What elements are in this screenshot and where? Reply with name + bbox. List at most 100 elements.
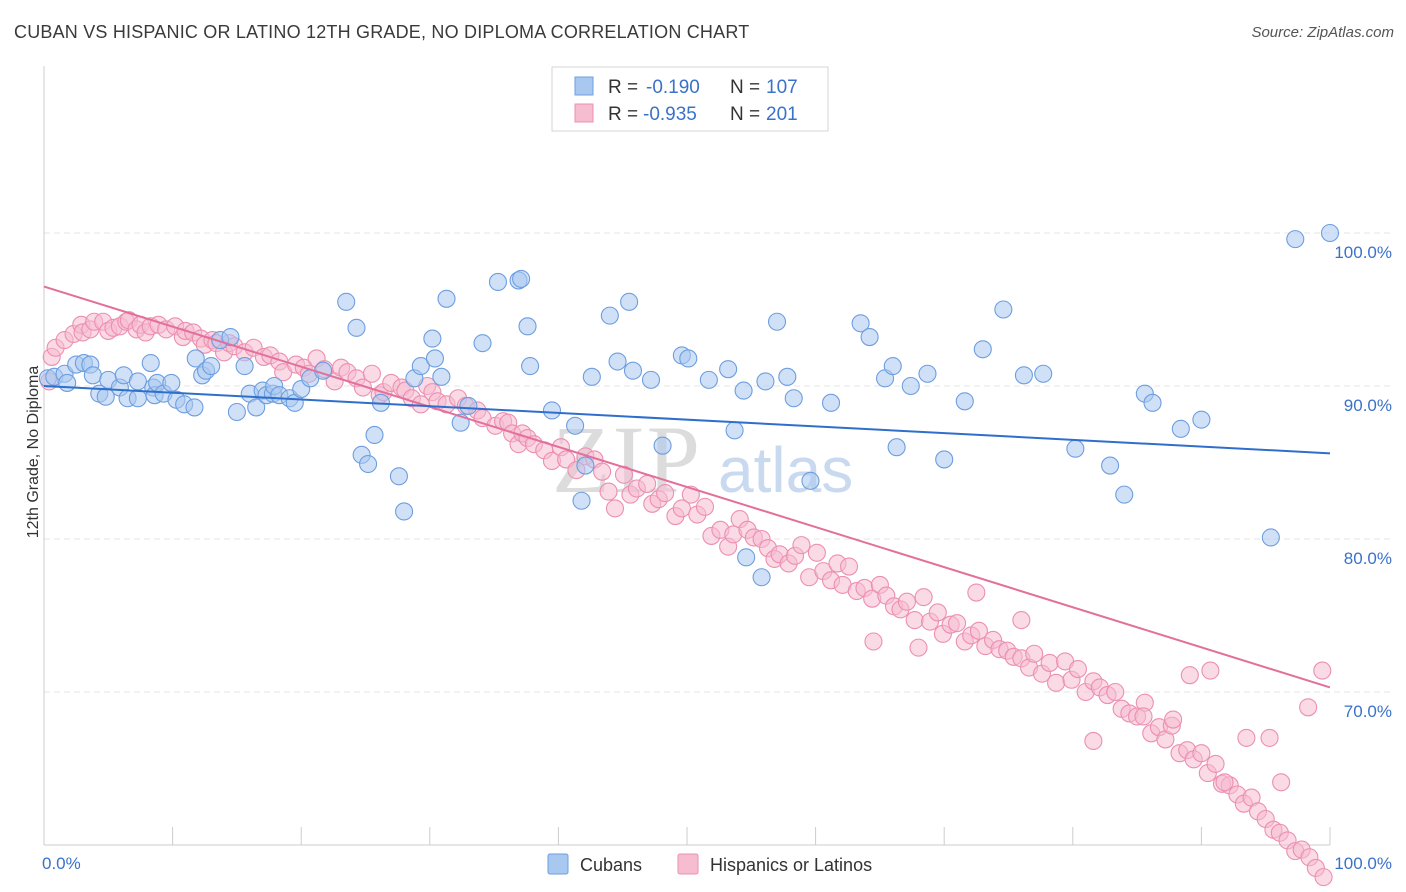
hispanic-point [905,611,924,630]
hispanic-point [1206,754,1225,773]
x-tick-min: 0.0% [42,854,81,873]
cuban-point [389,467,408,486]
cuban-point [641,370,661,389]
cuban-point [572,491,591,510]
cuban-trend-line [43,385,1331,455]
hispanic-point [1164,710,1183,729]
cuban-point [1192,410,1211,429]
cuban-point [756,372,775,391]
hispanic-point [969,621,988,640]
hispanic-point [914,588,933,607]
hispanic-legend-swatch [574,103,594,123]
hispanic-points [40,311,1333,887]
legend-hispanics-label: Hispanics or Latinos [710,855,872,875]
hispanic-point [599,482,618,501]
cuban-point [1261,528,1280,547]
cuban-point [653,436,672,455]
hispanic-point [909,638,928,657]
hispanic-point [1040,653,1059,672]
hispanic-point [1313,661,1332,680]
hispanic-point [967,583,986,602]
cuban-point [734,381,753,400]
hispanic-point [948,614,967,633]
hispanic-point [605,499,625,518]
cuban-point [1066,439,1085,458]
cuban-point [737,548,756,567]
cuban-r-value: -0.190 [646,77,700,98]
cuban-point [576,456,595,475]
cuban-point [359,454,378,474]
hispanic-point [638,474,657,493]
cuban-point [801,471,820,490]
cuban-point [608,352,627,371]
cuban-point [1115,485,1134,504]
hispanic-point [807,543,826,562]
y-tick-label: 70.0% [1344,702,1392,721]
cuban-point [542,401,562,420]
cuban-point [767,312,787,331]
cuban-point [521,357,540,376]
hispanic-point [1272,773,1291,792]
legend-cubans-swatch [547,853,569,875]
hispanic-r-value: -0.935 [643,104,697,125]
cuban-point [83,366,102,385]
cuban-point [488,272,508,292]
cuban-r-label: R = [608,77,638,98]
cuban-n-label: N = [730,77,760,98]
cuban-point [623,361,643,380]
cuban-point [1286,230,1305,249]
hispanic-r-label: R = [608,104,638,125]
trend-lines [43,285,1331,689]
cuban-point [935,450,954,469]
cuban-point [395,502,414,521]
hispanic-point [1012,611,1031,630]
hispanic-point [1215,773,1234,792]
cuban-point [186,349,205,368]
hispanic-point [864,632,883,651]
cuban-point [512,269,531,288]
cuban-point [851,314,870,333]
cuban-point [247,398,266,417]
cuban-point [423,329,442,348]
source-label: Source: ZipAtlas.com [1251,24,1394,41]
hispanic-trend-line [43,285,1331,689]
cuban-point [699,370,718,389]
y-tick-label: 80.0% [1344,549,1392,568]
cuban-point [1171,419,1190,438]
hispanic-point [1260,728,1279,747]
cuban-point [918,364,937,383]
cuban-point [784,389,803,408]
cuban-point [725,421,744,440]
cuban-point [411,357,430,376]
cuban-point [566,416,585,435]
cuban-point [227,402,246,422]
y-tick-labels: 70.0% 80.0% 90.0% 100.0% [1334,243,1392,721]
cuban-point [973,340,992,359]
hispanic-point [353,378,372,397]
cuban-n-value: 107 [766,77,798,98]
cuban-point [128,389,147,408]
watermark-atlas: atlas [718,434,853,506]
y-tick-label: 100.0% [1334,243,1392,262]
axes [43,66,1331,846]
cuban-point [437,289,456,308]
hispanic-point [1192,744,1211,763]
cuban-point [128,372,147,391]
cuban-point [425,349,444,368]
bottom-legend: Cubans Hispanics or Latinos [547,853,872,875]
hispanic-point [1201,661,1220,680]
y-axis-label: 12th Grade, No Diploma [25,366,42,539]
cuban-point [459,396,478,415]
cuban-point [162,373,181,392]
chart-title: CUBAN VS HISPANIC OR LATINO 12TH GRADE, … [14,22,750,42]
cuban-point [1101,456,1120,475]
cuban-point [337,292,356,311]
cuban-point [901,376,920,396]
cuban-point [887,438,906,457]
cuban-point [620,292,639,311]
cuban-point [185,398,204,417]
hispanic-point [672,499,691,518]
cuban-point [365,425,384,445]
hispanic-point [1299,698,1318,717]
